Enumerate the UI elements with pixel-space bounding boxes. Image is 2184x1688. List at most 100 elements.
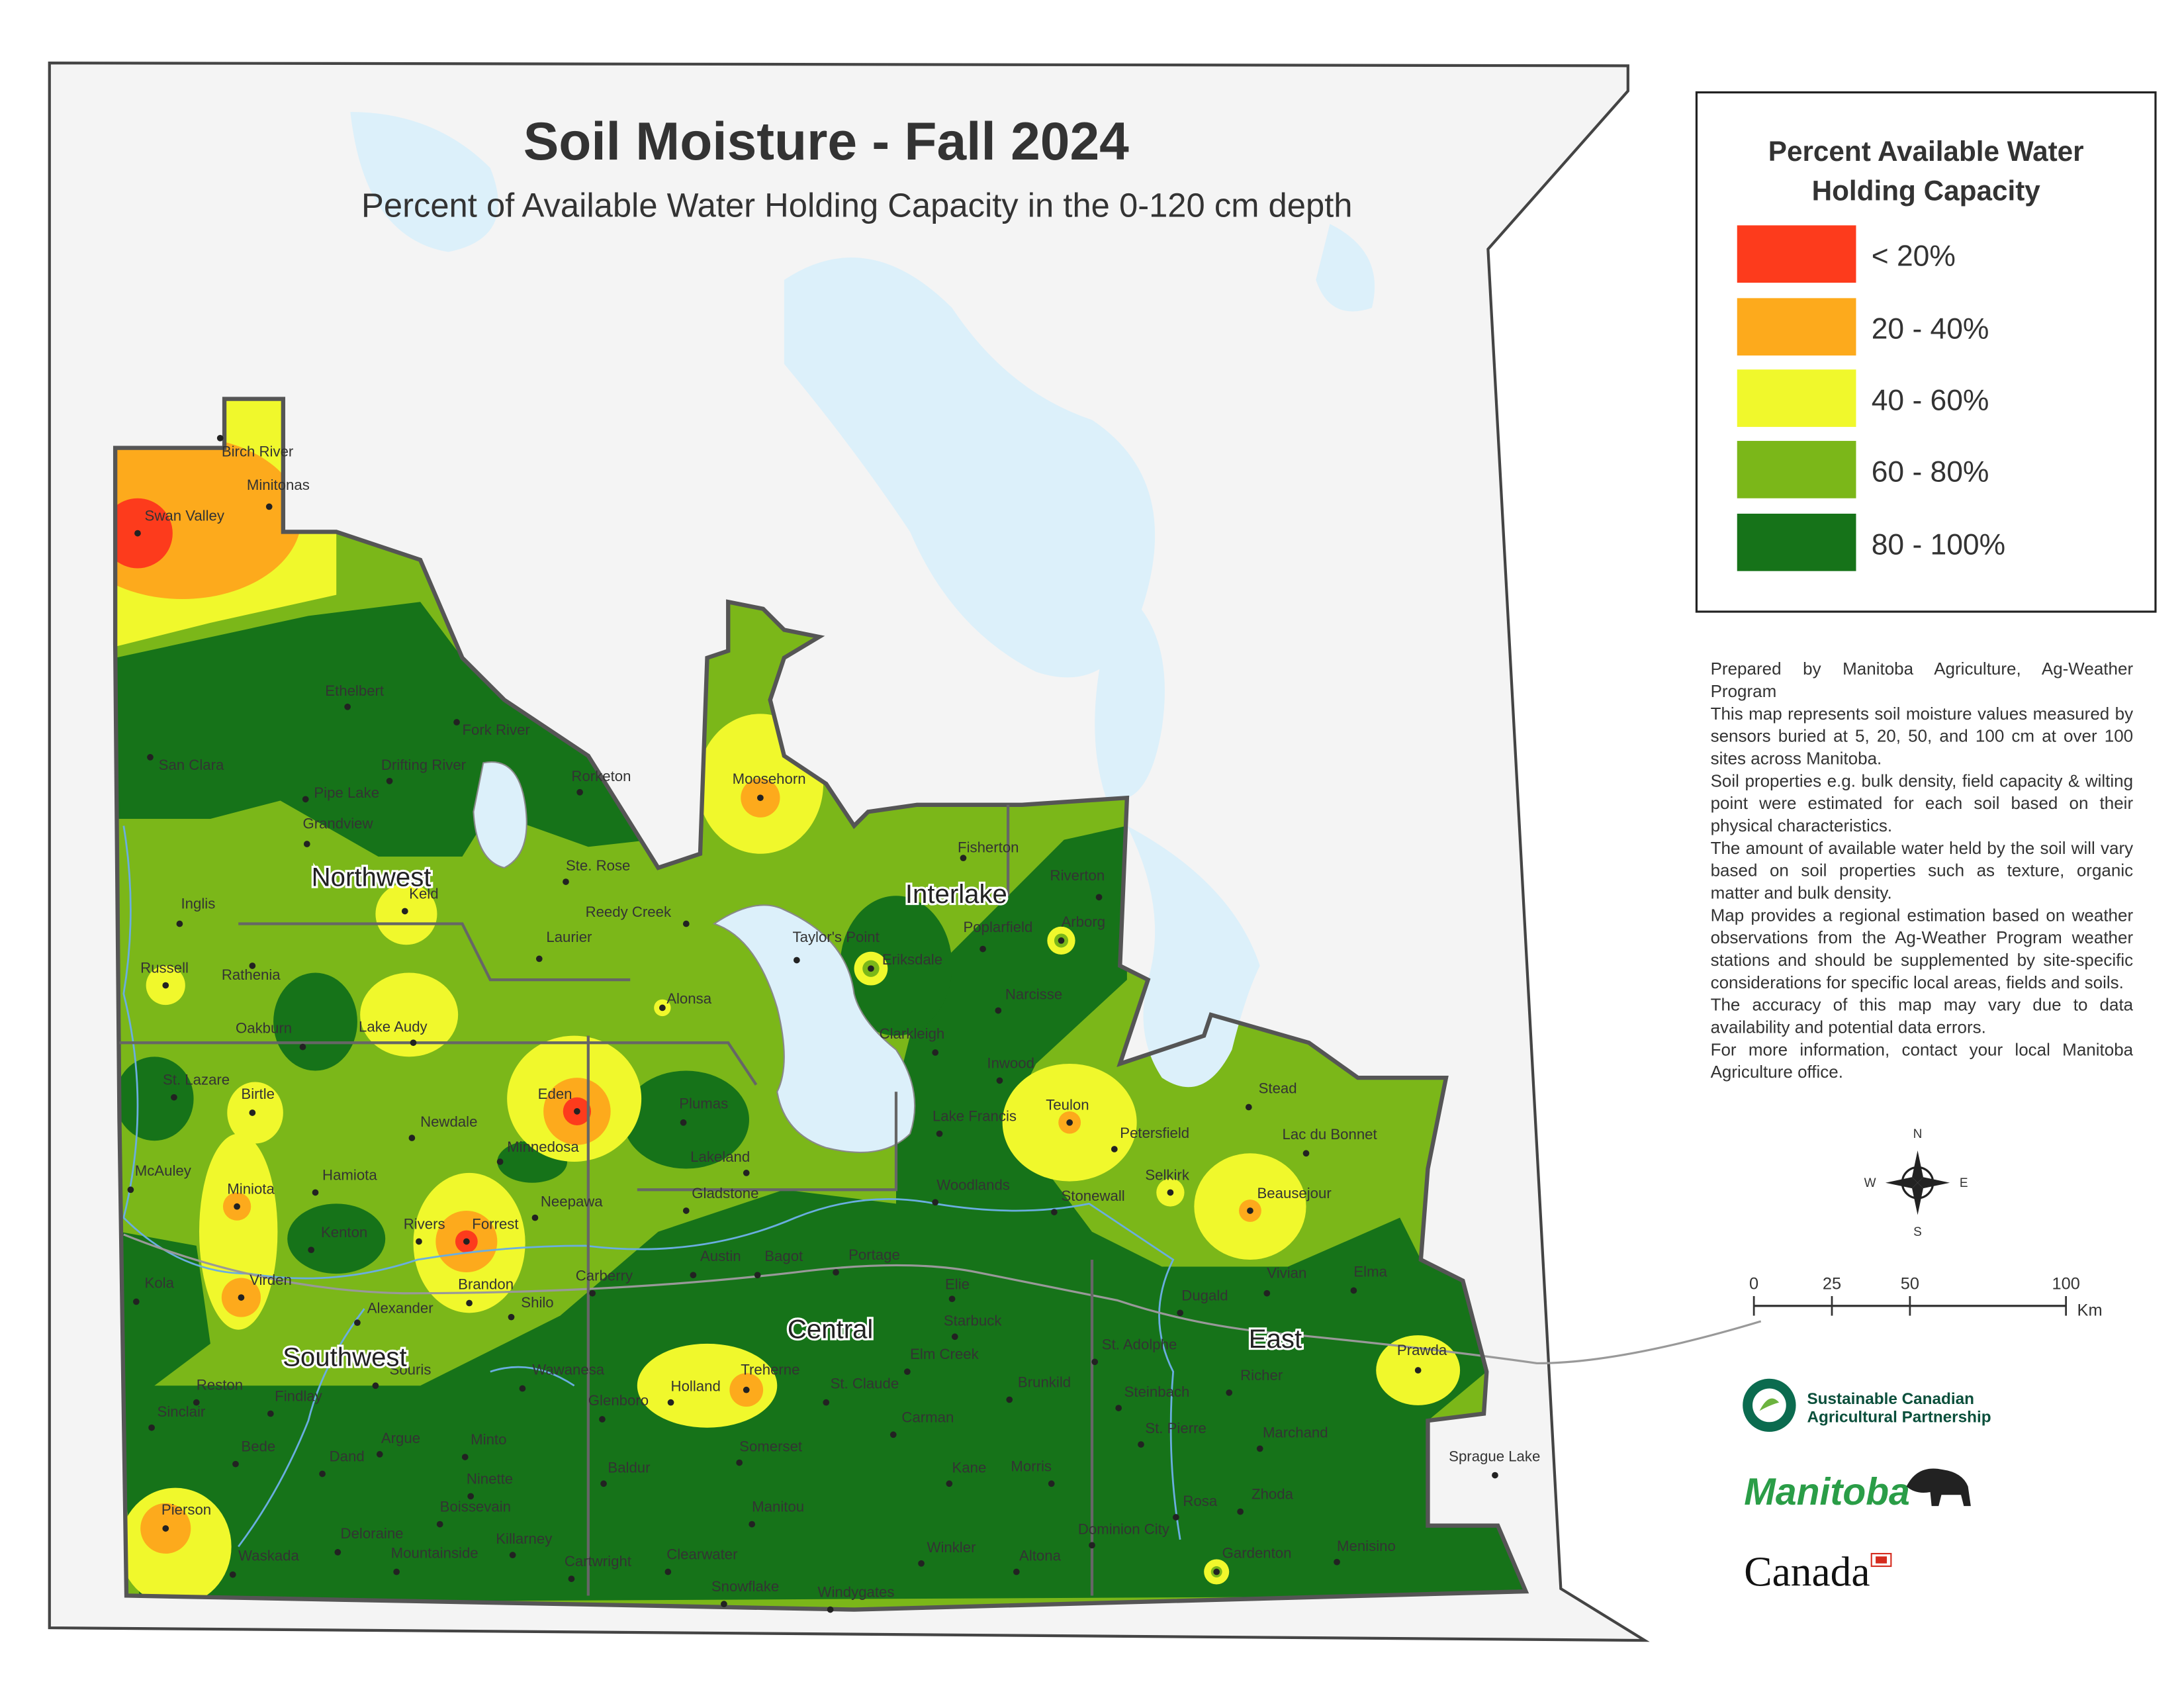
lake-winnipeg	[1126, 825, 1260, 1088]
town-dot	[948, 1295, 956, 1303]
town-label: Clearwater	[666, 1546, 738, 1562]
town-label: St. Adolphe	[1102, 1336, 1177, 1352]
moisture-zone	[273, 972, 357, 1071]
town-label: Pierson	[161, 1501, 211, 1518]
town-label: Waskada	[238, 1548, 299, 1564]
town-label: Glenboro	[588, 1392, 649, 1409]
town-dot	[312, 1189, 319, 1196]
town-label: Portage	[848, 1246, 900, 1263]
partnership-logo-text: Agricultural Partnership	[1807, 1408, 1991, 1426]
town-label: St. Pierre	[1145, 1420, 1206, 1436]
legend-label: 40 - 60%	[1872, 385, 1989, 417]
legend-title: Holding Capacity	[1812, 175, 2041, 206]
dauphin-lake	[473, 761, 527, 869]
town-label: Mountainside	[391, 1544, 478, 1561]
town-dot	[1058, 937, 1065, 944]
town-label: Wawanesa	[532, 1361, 605, 1378]
town-dot	[461, 1454, 469, 1460]
town-label: Carman	[901, 1409, 954, 1425]
town-label: San Clara	[159, 757, 224, 773]
town-dot	[1115, 1405, 1122, 1411]
town-label: Argue	[381, 1430, 420, 1446]
town-dot	[229, 1571, 236, 1578]
town-dot	[162, 1525, 169, 1532]
town-dot	[509, 1552, 516, 1558]
compass-needle	[1917, 1177, 1950, 1189]
town-label: Morris	[1011, 1458, 1052, 1474]
town-dot	[833, 1269, 839, 1276]
region-label: Southwest	[283, 1342, 407, 1372]
town-label: Reston	[197, 1377, 243, 1393]
town-label: Treherne	[741, 1361, 799, 1378]
town-dot	[995, 1007, 1002, 1014]
town-label: Manitou	[752, 1499, 804, 1515]
region-label: Northwest	[312, 862, 432, 892]
partnership-logo-text: Sustainable Canadian	[1807, 1390, 1974, 1408]
town-label: Birtle	[241, 1086, 275, 1102]
town-dot	[508, 1313, 515, 1321]
town-dot	[754, 1272, 761, 1279]
town-label: Keld	[409, 885, 438, 902]
town-dot	[1173, 1514, 1179, 1521]
town-label: Pipe Lake	[314, 784, 379, 801]
town-dot	[823, 1399, 830, 1406]
note-paragraph: Map provides a regional estimation based…	[1710, 906, 2134, 993]
town-dot	[1089, 1542, 1095, 1549]
town-label: Lake Francis	[933, 1108, 1017, 1125]
town-dot	[743, 1386, 750, 1393]
town-label: Stonewall	[1061, 1188, 1124, 1204]
legend-items: < 20% 20 - 40% 40 - 60% 60 - 80% 80 - 100%	[1737, 225, 2005, 571]
town-label: Altona	[1019, 1548, 1062, 1564]
legend-label: < 20%	[1872, 240, 1956, 273]
legend-label: 60 - 80%	[1872, 455, 1989, 488]
town-label: Riverton	[1050, 867, 1105, 884]
compass-label: E	[1960, 1176, 1968, 1190]
town-label: Russell	[140, 960, 189, 976]
town-dot	[531, 1214, 539, 1221]
lake	[1095, 588, 1165, 800]
town-label: Dand	[330, 1448, 365, 1464]
compass-needle	[1912, 1182, 1923, 1215]
highway	[123, 1233, 1762, 1365]
town-label: Arborg	[1061, 914, 1105, 930]
town-dot	[664, 1568, 672, 1575]
town-label: Richer	[1240, 1367, 1283, 1383]
town-dot	[1245, 1103, 1252, 1111]
town-label: Winkler	[927, 1539, 976, 1556]
town-label: St. Lazare	[163, 1072, 230, 1088]
town-label: Woodlands	[936, 1176, 1010, 1193]
town-label: Clarkleigh	[880, 1025, 945, 1042]
logos: Sustainable Canadian Agricultural Partne…	[1743, 1378, 1991, 1595]
town-label: Minitonas	[247, 477, 310, 493]
river	[238, 1308, 365, 1548]
town-dot	[372, 1382, 379, 1389]
region-label: Central	[788, 1314, 873, 1344]
town-label: Lakeland	[690, 1149, 750, 1165]
town-dot	[463, 1238, 470, 1245]
compass-needle	[1912, 1150, 1923, 1183]
town-dot	[599, 1416, 606, 1423]
province-logo-text: Manitoba	[1744, 1471, 1910, 1513]
town-dot	[303, 841, 310, 847]
compass-needle	[1885, 1177, 1918, 1189]
town-label: Neepawa	[541, 1194, 603, 1210]
town-dot	[996, 1077, 1003, 1084]
town-label: Newdale	[420, 1113, 477, 1130]
town-label: Shilo	[521, 1294, 553, 1311]
town-label: Menisino	[1337, 1538, 1396, 1554]
town-label: Killarney	[496, 1530, 553, 1547]
lake	[1316, 224, 1375, 312]
town-dot	[1111, 1146, 1118, 1152]
town-label: Hamiota	[322, 1166, 377, 1183]
town-label: Zhoda	[1251, 1486, 1294, 1503]
town-label: Brandon	[458, 1276, 514, 1292]
town-dot	[386, 777, 393, 784]
town-dot	[868, 965, 874, 972]
town-dot	[232, 1460, 239, 1468]
town-label: Starbuck	[944, 1312, 1002, 1329]
town-dot	[721, 1601, 727, 1607]
note-paragraph: The amount of available water held by th…	[1710, 838, 2134, 903]
compass-label: N	[1913, 1127, 1923, 1141]
town-dot	[563, 878, 569, 885]
